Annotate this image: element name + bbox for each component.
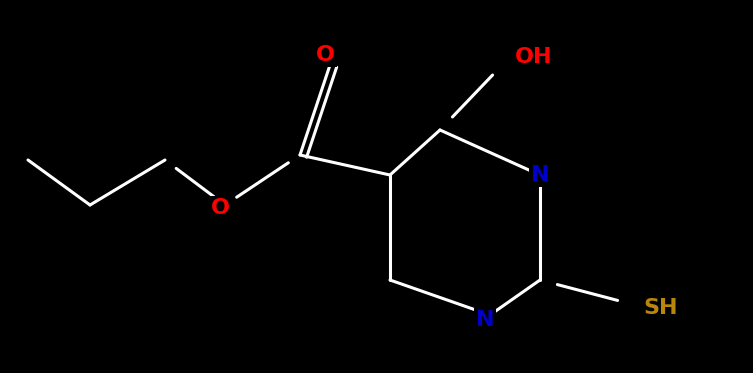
Text: SH: SH	[643, 298, 678, 318]
Text: O: O	[316, 45, 334, 65]
Text: N: N	[531, 165, 549, 185]
Text: N: N	[476, 310, 494, 330]
Text: OH: OH	[515, 47, 553, 67]
Text: O: O	[211, 198, 230, 218]
